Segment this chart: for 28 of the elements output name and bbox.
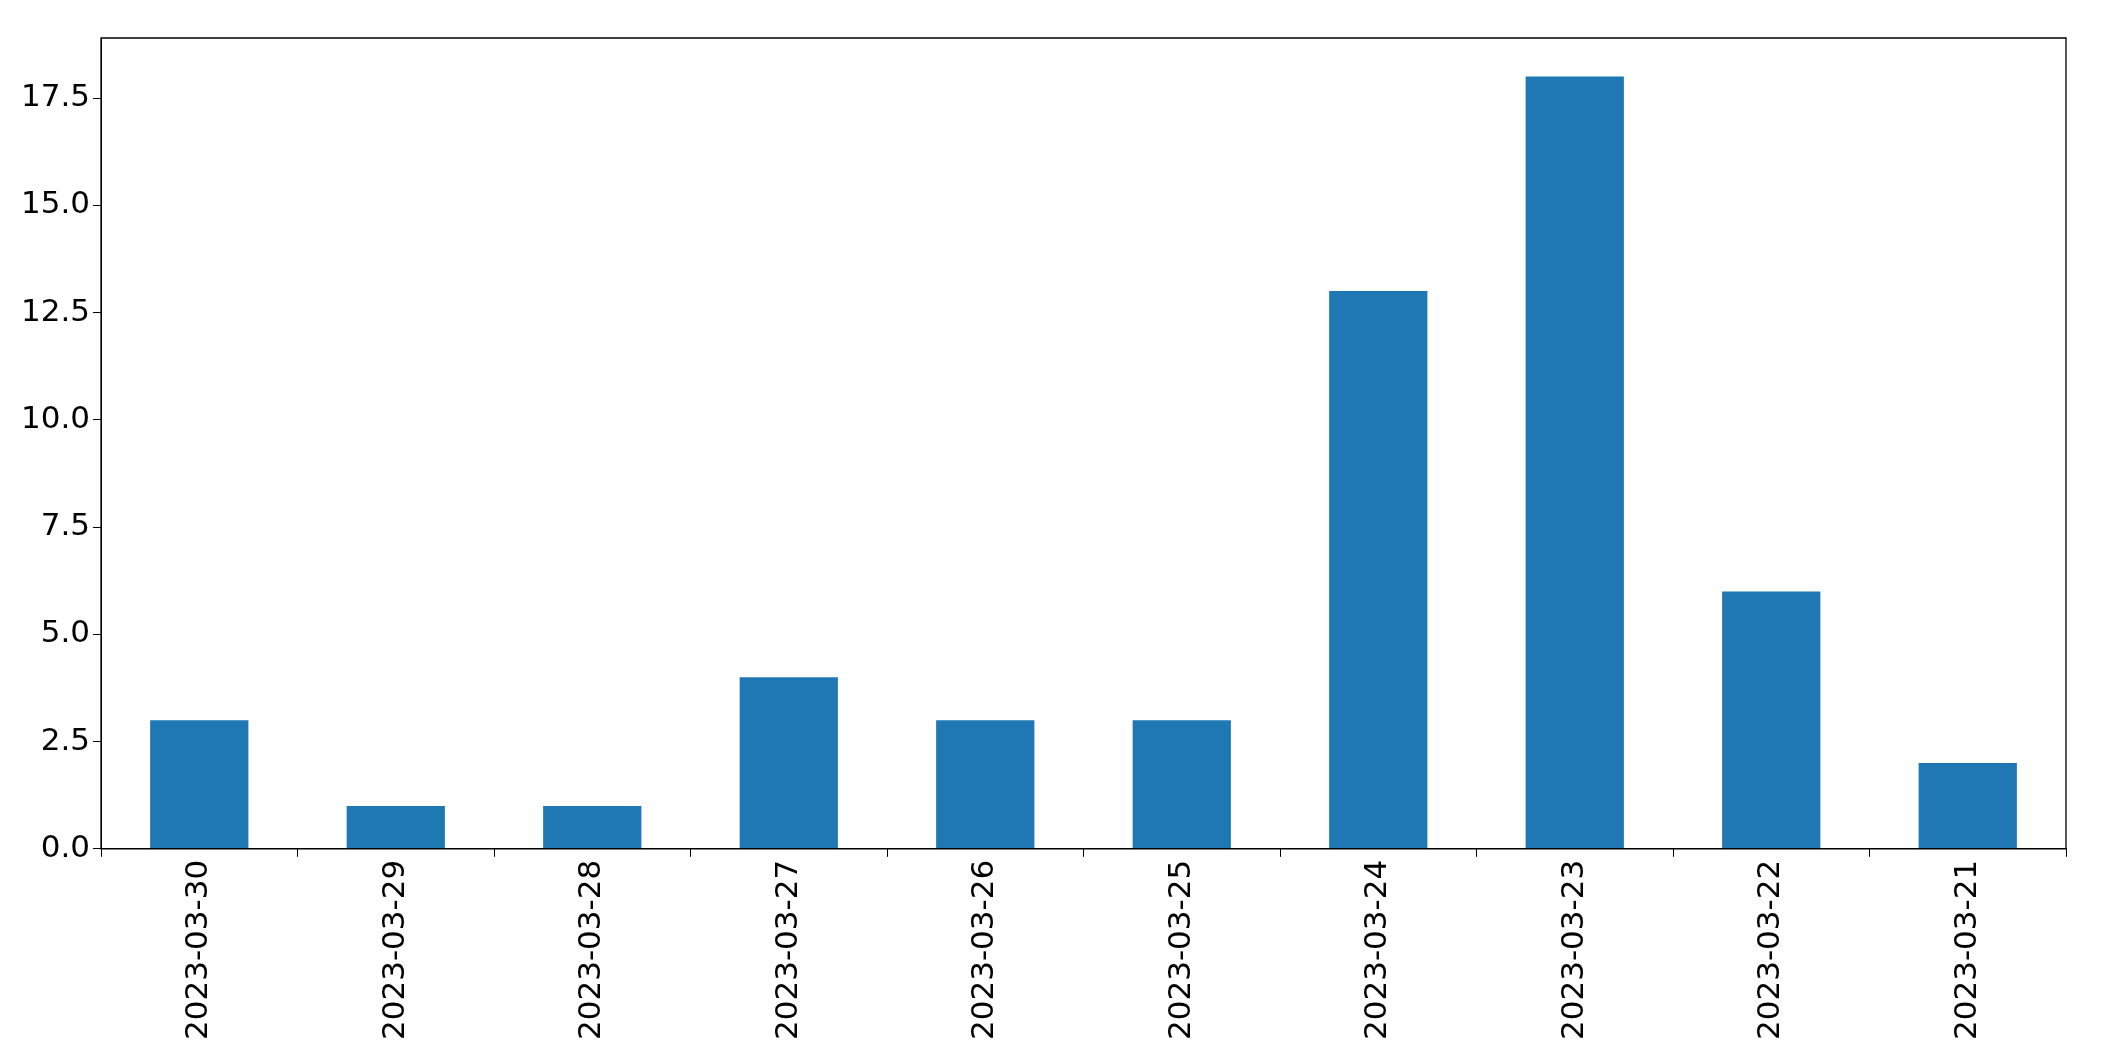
- x-tick-label: 2023-03-23: [1553, 859, 1590, 1041]
- y-tick-label: 7.5: [40, 506, 91, 543]
- y-tick-label: 17.5: [20, 77, 91, 114]
- x-tick-label: 2023-03-30: [178, 859, 215, 1041]
- x-tick-label: 2023-03-22: [1750, 859, 1787, 1041]
- bar: [346, 805, 445, 849]
- x-tick-label: 2023-03-25: [1160, 859, 1197, 1041]
- bar: [150, 720, 249, 849]
- x-tick-label: 2023-03-24: [1357, 859, 1394, 1041]
- bar: [1329, 291, 1428, 849]
- y-tick-label: 10.0: [20, 398, 91, 435]
- bar: [1722, 591, 1821, 849]
- x-tick-label: 2023-03-28: [571, 859, 608, 1041]
- bar: [1525, 76, 1624, 849]
- y-tick-label: 0.0: [40, 827, 91, 864]
- bar: [739, 677, 838, 849]
- bar: [936, 720, 1035, 849]
- y-tick-label: 2.5: [40, 720, 91, 757]
- bar: [543, 805, 642, 849]
- x-tick-label: 2023-03-21: [1946, 859, 1983, 1041]
- y-tick-label: 5.0: [40, 613, 91, 650]
- bar: [1132, 720, 1231, 849]
- x-tick-label: 2023-03-26: [964, 859, 1001, 1041]
- x-tick-label: 2023-03-27: [767, 859, 804, 1041]
- bar: [1918, 763, 2017, 849]
- y-tick-label: 12.5: [20, 291, 91, 328]
- x-tick-label: 2023-03-29: [374, 859, 411, 1041]
- y-tick-label: 15.0: [20, 184, 91, 221]
